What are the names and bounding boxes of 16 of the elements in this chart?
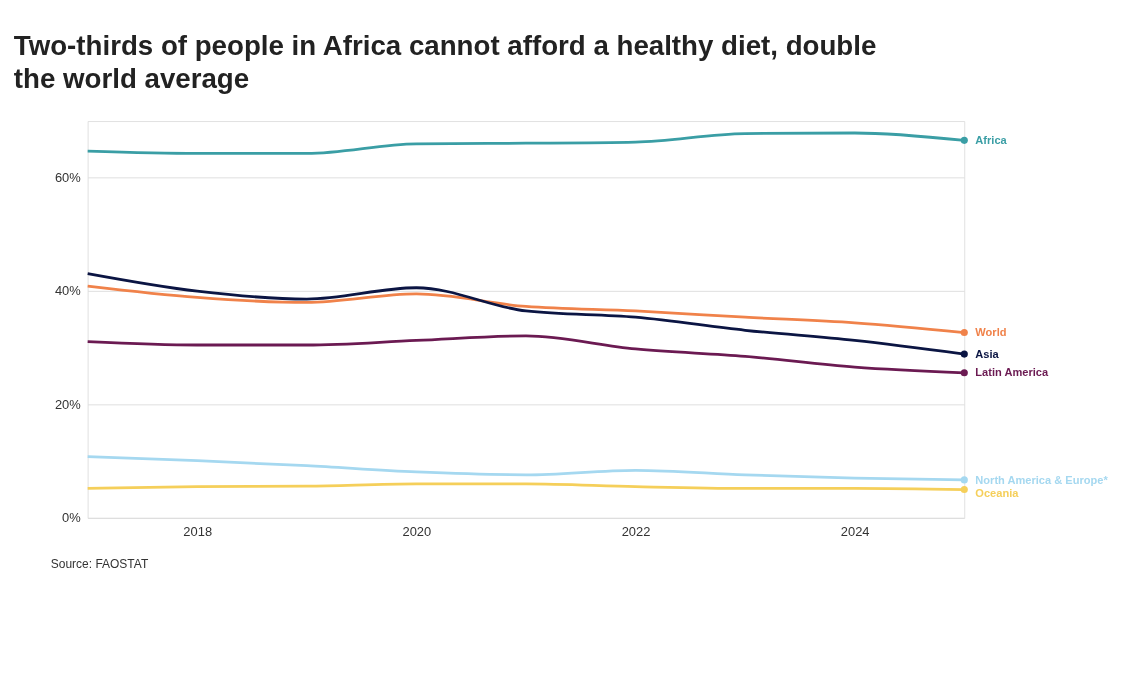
x-tick-label: 2018 [183, 523, 213, 539]
series-label: Asia [975, 347, 1000, 360]
y-tick-label: 20% [54, 396, 82, 412]
y-tick-label: 40% [54, 283, 82, 299]
series-label: North America & Europe* [975, 473, 1109, 486]
source-note: Source: FAOSTAT [50, 556, 149, 571]
x-tick-label: 2024 [840, 523, 870, 539]
y-tick-label: 0% [62, 510, 82, 526]
series-label: World [975, 326, 1007, 339]
series-label: Africa [975, 134, 1008, 147]
x-tick-label: 2020 [402, 523, 432, 539]
series-label: Latin America [975, 366, 1049, 379]
x-tick-label: 2022 [621, 523, 651, 539]
y-tick-label: 60% [54, 169, 82, 185]
series-label: Oceania [975, 486, 1020, 499]
chart-title: Two-thirds of people in Africa cannot afford a healthy diet, double the world average [13, 29, 877, 94]
